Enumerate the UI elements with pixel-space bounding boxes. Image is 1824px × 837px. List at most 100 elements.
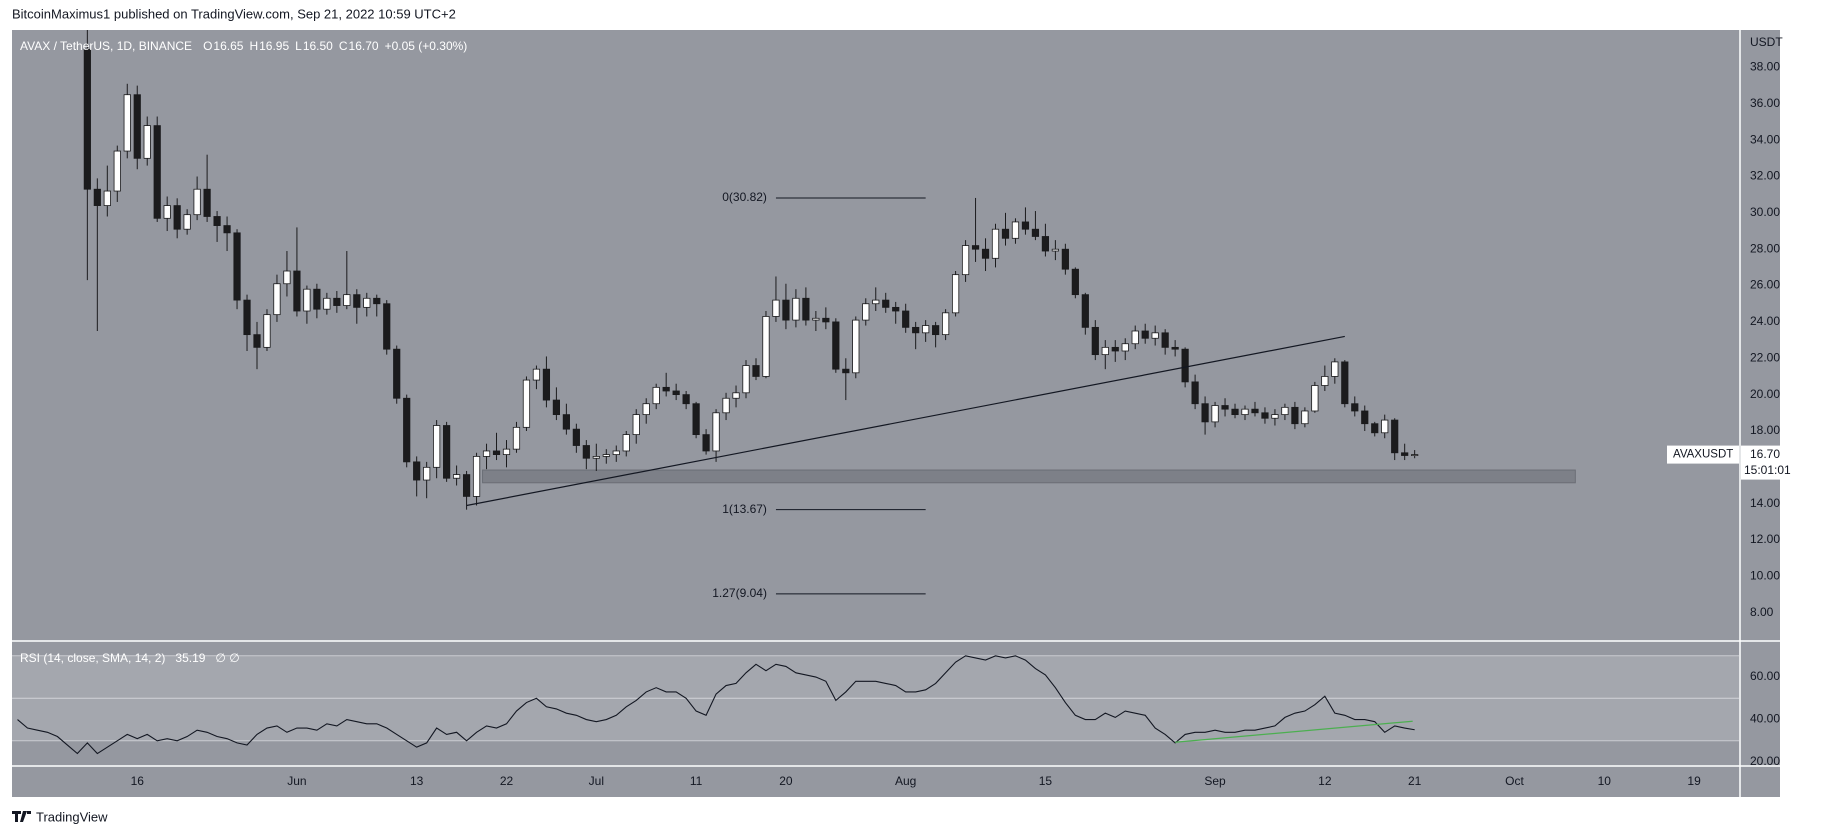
candle-body [1321,376,1329,386]
candle-body [562,414,570,430]
candle-body [1341,361,1349,405]
x-tick-label: 12 [1318,774,1332,788]
candle-body [293,270,301,312]
candle-body [452,474,461,479]
rsi-tick-label: 40.00 [1750,712,1780,726]
x-tick-label: 15 [1039,774,1053,788]
candle-body [1411,454,1419,457]
candle-body [173,205,181,230]
candle-body [482,450,491,457]
candle-body [812,317,820,321]
candle-body [622,434,630,452]
candle-body [981,248,990,259]
candle-body [772,299,780,317]
candle-body [942,312,950,336]
footer-text: TradingView [36,809,108,824]
x-tick-label: 21 [1408,774,1422,788]
rsi-value: 35.19 [175,651,205,665]
rsi-title: RSI (14, close, SMA, 14, 2) [20,651,165,665]
candle-body [323,297,331,310]
candle-body [1261,412,1269,419]
candle-body [502,448,511,456]
candle-body [203,188,211,217]
candle-body [1001,228,1010,239]
candle-body [333,297,341,306]
candle-body [303,288,311,312]
price-tag: 16.70 [1750,447,1780,461]
candle-body [273,283,281,316]
fib-label: 1(13.67) [722,502,767,516]
candle-body [433,425,441,468]
legend-symbol: AVAX / TetherUS, 1D, BINANCE [20,39,192,53]
candle-body [932,325,940,336]
y-tick-label: 36.00 [1750,96,1780,110]
candle-body [1371,423,1379,434]
candle-body [522,379,531,428]
candle-body [1161,332,1169,348]
price-pane [83,30,1576,595]
candle-body [263,314,271,348]
candle-body [403,397,411,463]
y-tick-label: 10.00 [1750,569,1780,583]
trendline [466,335,1345,507]
candle-body [283,270,291,285]
candle-body [183,214,191,230]
candle-body [143,125,151,159]
candle-body [862,303,870,321]
candle-body [343,294,351,306]
candle-body [1121,343,1129,352]
y-tick-label: 24.00 [1750,314,1780,328]
y-tick-label: 30.00 [1750,205,1780,219]
legend-label: L [295,39,302,53]
candle-body [113,150,121,192]
candle-body [133,94,141,159]
candle-body [1311,385,1319,412]
candle-body [383,303,391,350]
candle-body [163,205,171,219]
y-tick-label: 34.00 [1750,132,1780,146]
candle-body [1081,294,1089,328]
candle-body [612,450,620,456]
candle-body [872,299,880,305]
symbol-tag-box [1667,445,1739,464]
candle-body [802,297,810,321]
candle-body [991,228,1000,259]
y-tick-label: 8.00 [1750,605,1774,619]
countdown: 15:01:01 [1744,463,1791,477]
candle-body [1271,414,1279,419]
candle-body [313,288,321,310]
candle-body [492,450,501,456]
candle-body [961,245,970,276]
candle-body [922,325,930,334]
legend-change: +0.05 (+0.30%) [385,39,468,53]
x-tick-label: 13 [410,774,424,788]
legend-value: 16.70 [349,39,379,53]
candle-body [373,297,381,305]
rsi-tick-label: 20.00 [1750,754,1780,768]
candle-body [1211,405,1219,423]
candle-body [153,125,161,219]
y-tick-label: 26.00 [1750,278,1780,292]
x-tick-label: 10 [1598,774,1612,788]
candle-body [762,316,770,377]
candle-body [912,326,920,334]
x-tick-label: Oct [1505,774,1524,788]
x-tick-label: 16 [131,774,145,788]
candle-body [1061,248,1069,270]
candle-body [682,394,690,405]
candle-body [852,319,860,374]
candle-body [822,317,830,323]
candle-body [1241,408,1249,416]
candle-body [582,445,590,459]
candle-body [542,368,551,401]
y-unit: USDT [1750,35,1783,49]
rsi-flags: ∅ ∅ [215,651,239,665]
candle-body [662,386,670,392]
candle-body [413,461,421,481]
price-tag-box [1741,445,1785,480]
candle-body [1111,346,1119,352]
rsi-tick-label: 60.00 [1750,669,1780,683]
y-tick-label: 32.00 [1750,169,1780,183]
x-tick-label: Sep [1204,774,1226,788]
